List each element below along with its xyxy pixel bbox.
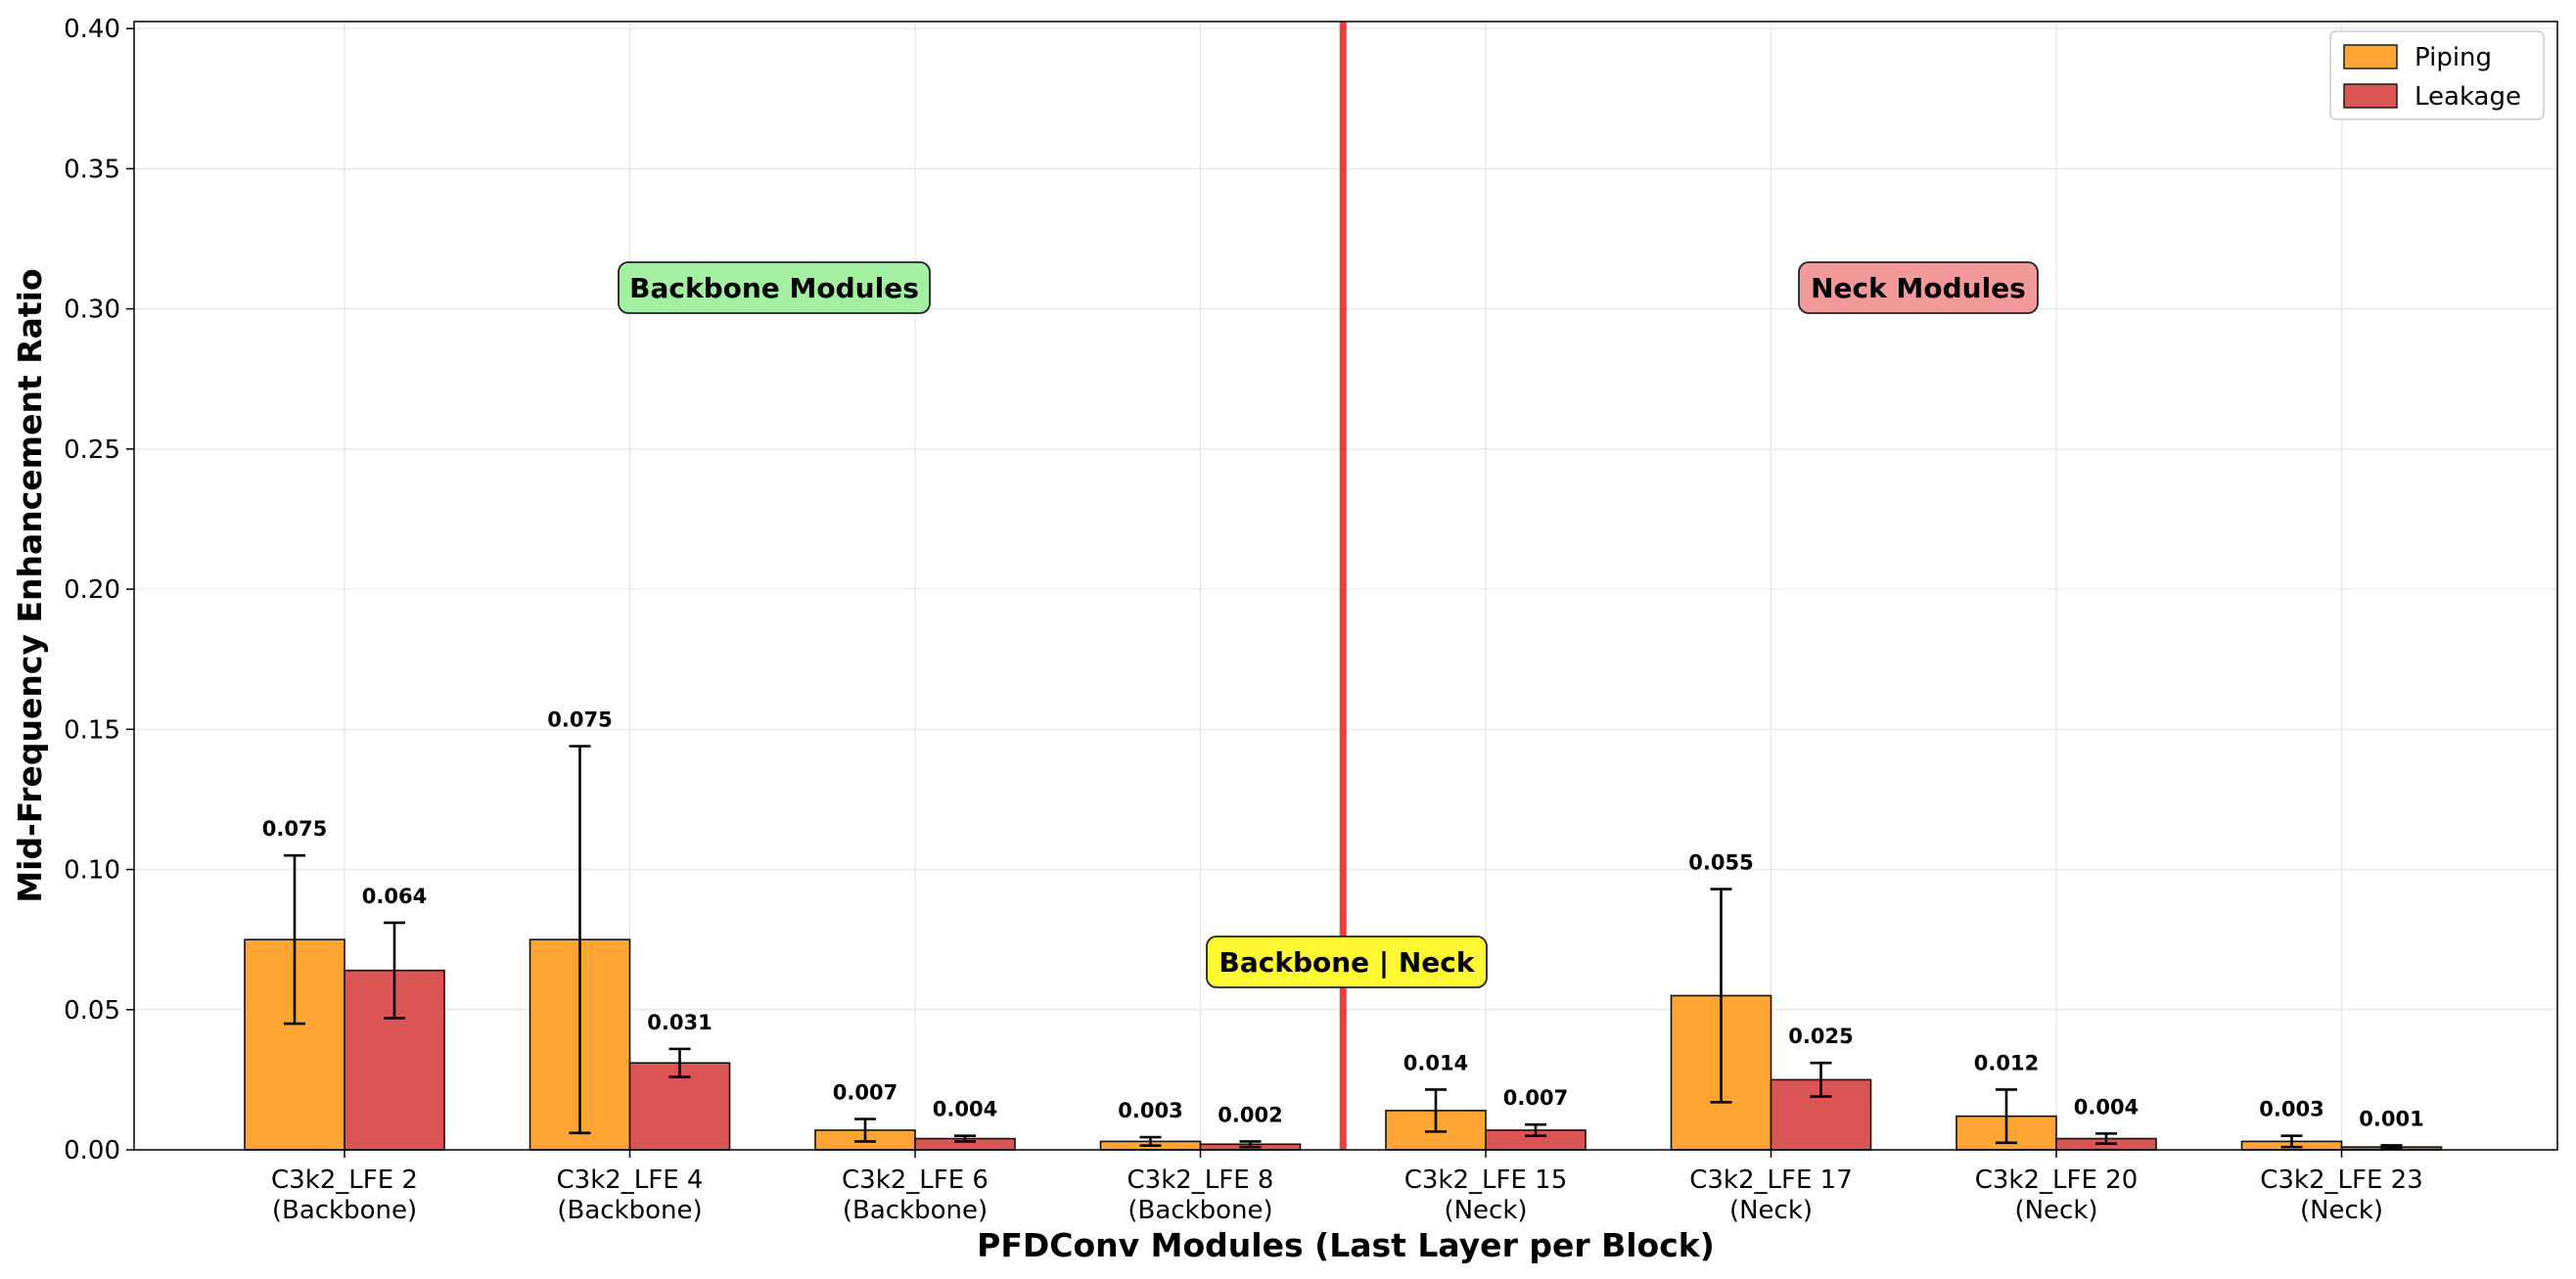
x-tick-label-line: C3k2_LFE 4 <box>557 1165 704 1195</box>
x-tick-label: C3k2_LFE 2 (Backbone) <box>271 1165 418 1225</box>
annotation-text: Neck Modules <box>1811 272 2026 304</box>
legend: Piping Leakage <box>2329 30 2545 120</box>
x-tick-label-line: (Backbone) <box>843 1196 988 1225</box>
y-tick-label: 0.10 <box>64 856 120 886</box>
x-tick-label: C3k2_LFE 20 (Neck) <box>1975 1165 2139 1225</box>
x-tick-label-line: C3k2_LFE 17 <box>1689 1165 1853 1195</box>
x-tick-label: C3k2_LFE 4 (Backbone) <box>557 1165 704 1225</box>
value-labels: 0.075 0.075 0.007 0.003 0.014 0.055 0.012 0.003… <box>262 708 2424 1130</box>
x-tick-label-line: (Neck) <box>1729 1196 1813 1225</box>
x-tick-label: C3k2_LFE 23 (Neck) <box>2260 1165 2423 1225</box>
x-tick-label: C3k2_LFE 8 (Backbone) <box>1127 1165 1274 1225</box>
legend-swatch-piping <box>2343 44 2398 69</box>
annotation-text: Backbone Modules <box>629 272 919 304</box>
x-tick-label-line: (Neck) <box>1444 1196 1527 1225</box>
x-tick-label-line: (Backbone) <box>1127 1196 1272 1225</box>
annotation-box <box>1206 936 1488 988</box>
value-label: 0.002 <box>1218 1103 1282 1126</box>
value-label: 0.064 <box>362 885 427 908</box>
legend-label-leakage: Leakage <box>2415 82 2521 112</box>
y-tick-label: 0.05 <box>64 996 120 1026</box>
value-label: 0.075 <box>262 817 327 841</box>
x-tick-label: C3k2_LFE 17 (Neck) <box>1689 1165 1853 1225</box>
y-tick-label: 0.30 <box>64 296 120 325</box>
x-axis-ticks: C3k2_LFE 2 (Backbone)C3k2_LFE 4 (Backbone)… <box>271 1150 2423 1225</box>
value-label: 0.012 <box>1974 1051 2039 1074</box>
x-tick-label-line: C3k2_LFE 23 <box>2260 1165 2423 1195</box>
value-label: 0.001 <box>2359 1107 2423 1130</box>
value-label: 0.004 <box>933 1098 997 1121</box>
x-tick-label-line: (Backbone) <box>557 1196 702 1225</box>
annotation-box <box>1798 261 2039 314</box>
value-label: 0.004 <box>2074 1095 2139 1119</box>
annotation-text: Backbone | Neck <box>1219 946 1475 979</box>
error-bars <box>284 745 2403 1151</box>
value-label: 0.014 <box>1403 1051 1468 1074</box>
x-axis-title: PFDConv Modules (Last Layer per Block) <box>977 1226 1715 1264</box>
value-label: 0.003 <box>1118 1099 1182 1122</box>
annotation-boxes: Backbone Modules Neck Modules Backbone | N… <box>618 261 2039 988</box>
y-axis-ticks: 0.00 0.05 0.10 0.15 0.20 0.25 0.30 0.35 0.40 <box>64 15 134 1165</box>
y-tick-label: 0.15 <box>64 715 120 745</box>
value-label: 0.003 <box>2259 1098 2323 1121</box>
value-label: 0.007 <box>833 1080 897 1104</box>
x-tick-label: C3k2_LFE 15 (Neck) <box>1404 1165 1568 1225</box>
x-tick-label-line: C3k2_LFE 6 <box>842 1165 989 1195</box>
x-tick-label-line: (Neck) <box>2014 1196 2097 1225</box>
legend-swatch-leakage <box>2343 83 2398 109</box>
value-label: 0.055 <box>1688 851 1753 875</box>
y-tick-label: 0.35 <box>64 155 120 184</box>
y-tick-label: 0.20 <box>64 575 120 605</box>
y-tick-label: 0.00 <box>64 1136 120 1165</box>
y-axis-title: Mid-Frequency Enhancement Ratio <box>11 268 49 902</box>
value-label: 0.075 <box>547 708 612 731</box>
x-tick-label: C3k2_LFE 6 (Backbone) <box>842 1165 989 1225</box>
value-label: 0.025 <box>1788 1025 1853 1048</box>
value-label: 0.007 <box>1503 1086 1568 1110</box>
y-tick-label: 0.40 <box>64 15 120 44</box>
value-label: 0.031 <box>647 1011 712 1034</box>
plot-frame <box>133 21 2558 1151</box>
annotation-box <box>618 261 931 314</box>
x-tick-label-line: (Backbone) <box>272 1196 417 1225</box>
x-tick-label-line: C3k2_LFE 8 <box>1127 1165 1274 1195</box>
x-tick-label-line: (Neck) <box>2300 1196 2383 1225</box>
legend-label-piping: Piping <box>2415 43 2492 72</box>
x-tick-label-line: C3k2_LFE 20 <box>1975 1165 2139 1195</box>
x-tick-label-line: C3k2_LFE 2 <box>271 1165 418 1195</box>
y-tick-label: 0.25 <box>64 435 120 465</box>
x-tick-label-line: C3k2_LFE 15 <box>1404 1165 1568 1195</box>
